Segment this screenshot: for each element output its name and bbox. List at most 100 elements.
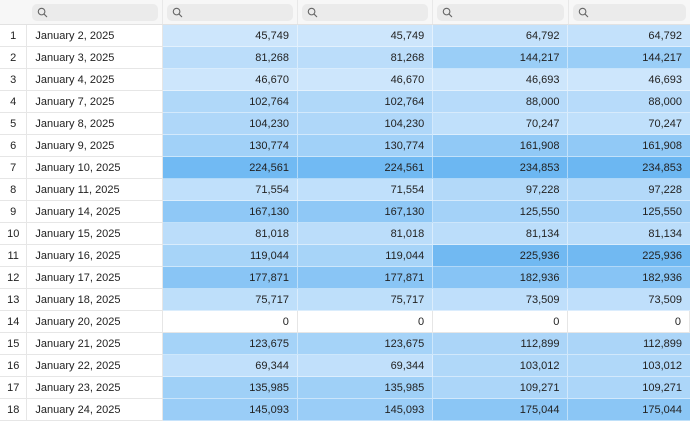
value-cell[interactable]: 81,268 <box>162 47 298 69</box>
table-row[interactable]: 4 January 7, 2025 102,764 102,764 88,000 88,0… <box>0 91 690 113</box>
value-cell[interactable]: 73,509 <box>568 289 690 311</box>
table-row[interactable]: 11 January 16, 2025 119,044 119,044 225,936 2… <box>0 245 690 267</box>
value-cell[interactable]: 103,012 <box>433 355 569 377</box>
value-cell[interactable]: 0 <box>568 311 690 333</box>
value-cell[interactable]: 224,561 <box>297 157 434 179</box>
value-cell[interactable]: 224,561 <box>162 157 298 179</box>
value-cell[interactable]: 130,774 <box>297 135 434 157</box>
table-row[interactable]: 13 January 18, 2025 75,717 75,717 73,509 73,5… <box>0 289 690 311</box>
value-cell[interactable]: 81,018 <box>162 223 298 245</box>
value-cell[interactable]: 123,675 <box>297 333 434 355</box>
value-cell[interactable]: 119,044 <box>162 245 298 267</box>
value-cell[interactable]: 46,670 <box>297 69 434 91</box>
date-cell[interactable]: January 18, 2025 <box>27 289 163 311</box>
table-row[interactable]: 14 January 20, 2025 0 0 0 0 <box>0 311 690 333</box>
table-row[interactable]: 3 January 4, 2025 46,670 46,670 46,693 46,693 <box>0 69 690 91</box>
table-row[interactable]: 1 January 2, 2025 45,749 45,749 64,792 64,792 <box>0 25 690 47</box>
value-cell[interactable]: 0 <box>433 311 569 333</box>
value-cell[interactable]: 145,093 <box>297 399 434 421</box>
table-row[interactable]: 16 January 22, 2025 69,344 69,344 103,012 103… <box>0 355 690 377</box>
value-cell[interactable]: 182,936 <box>568 267 690 289</box>
column-search-input[interactable] <box>302 3 429 21</box>
value-cell[interactable]: 73,509 <box>433 289 569 311</box>
value-cell[interactable]: 75,717 <box>162 289 298 311</box>
value-cell[interactable]: 46,693 <box>568 69 690 91</box>
column-search-input[interactable] <box>166 3 294 21</box>
value-cell[interactable]: 109,271 <box>568 377 690 399</box>
value-cell[interactable]: 130,774 <box>162 135 298 157</box>
value-cell[interactable]: 145,093 <box>162 399 298 421</box>
date-cell[interactable]: January 21, 2025 <box>27 333 163 355</box>
value-cell[interactable]: 97,228 <box>568 179 690 201</box>
value-cell[interactable]: 175,044 <box>433 399 569 421</box>
value-cell[interactable]: 104,230 <box>162 113 298 135</box>
value-cell[interactable]: 97,228 <box>433 179 569 201</box>
value-cell[interactable]: 225,936 <box>433 245 569 267</box>
date-cell[interactable]: January 22, 2025 <box>27 355 163 377</box>
date-cell[interactable]: January 11, 2025 <box>27 179 163 201</box>
date-cell[interactable]: January 9, 2025 <box>27 135 163 157</box>
value-cell[interactable]: 75,717 <box>297 289 434 311</box>
value-cell[interactable]: 102,764 <box>297 91 434 113</box>
table-row[interactable]: 2 January 3, 2025 81,268 81,268 144,217 144,2… <box>0 47 690 69</box>
value-cell[interactable]: 46,693 <box>433 69 569 91</box>
table-row[interactable]: 18 January 24, 2025 145,093 145,093 175,044 1… <box>0 399 690 421</box>
date-cell[interactable]: January 16, 2025 <box>27 245 163 267</box>
value-cell[interactable]: 69,344 <box>162 355 298 377</box>
value-cell[interactable]: 144,217 <box>433 47 569 69</box>
value-cell[interactable]: 182,936 <box>433 267 569 289</box>
value-cell[interactable]: 175,044 <box>568 399 690 421</box>
value-cell[interactable]: 112,899 <box>568 333 690 355</box>
date-cell[interactable]: January 14, 2025 <box>27 201 163 223</box>
value-cell[interactable]: 81,134 <box>433 223 569 245</box>
value-cell[interactable]: 112,899 <box>433 333 569 355</box>
date-cell[interactable]: January 10, 2025 <box>27 157 163 179</box>
table-row[interactable]: 6 January 9, 2025 130,774 130,774 161,908 161… <box>0 135 690 157</box>
date-cell[interactable]: January 8, 2025 <box>27 113 163 135</box>
value-cell[interactable]: 123,675 <box>162 333 298 355</box>
value-cell[interactable]: 88,000 <box>568 91 690 113</box>
value-cell[interactable]: 70,247 <box>568 113 690 135</box>
value-cell[interactable]: 45,749 <box>297 25 434 47</box>
table-row[interactable]: 12 January 17, 2025 177,871 177,871 182,936 1… <box>0 267 690 289</box>
value-cell[interactable]: 88,000 <box>433 91 569 113</box>
value-cell[interactable]: 234,853 <box>568 157 690 179</box>
date-cell[interactable]: January 2, 2025 <box>27 25 163 47</box>
value-cell[interactable]: 177,871 <box>297 267 434 289</box>
value-cell[interactable]: 81,018 <box>297 223 434 245</box>
value-cell[interactable]: 71,554 <box>162 179 298 201</box>
table-row[interactable]: 9 January 14, 2025 167,130 167,130 125,550 12… <box>0 201 690 223</box>
value-cell[interactable]: 177,871 <box>162 267 298 289</box>
value-cell[interactable]: 45,749 <box>162 25 298 47</box>
column-search-input[interactable] <box>31 3 158 21</box>
value-cell[interactable]: 0 <box>162 311 298 333</box>
value-cell[interactable]: 0 <box>297 311 434 333</box>
value-cell[interactable]: 167,130 <box>297 201 434 223</box>
value-cell[interactable]: 104,230 <box>297 113 434 135</box>
value-cell[interactable]: 71,554 <box>297 179 434 201</box>
value-cell[interactable]: 135,985 <box>297 377 434 399</box>
table-row[interactable]: 10 January 15, 2025 81,018 81,018 81,134 81,1… <box>0 223 690 245</box>
value-cell[interactable]: 103,012 <box>568 355 690 377</box>
value-cell[interactable]: 109,271 <box>433 377 569 399</box>
value-cell[interactable]: 125,550 <box>433 201 569 223</box>
value-cell[interactable]: 144,217 <box>568 47 690 69</box>
table-row[interactable]: 5 January 8, 2025 104,230 104,230 70,247 70,2… <box>0 113 690 135</box>
value-cell[interactable]: 70,247 <box>433 113 569 135</box>
value-cell[interactable]: 161,908 <box>568 135 690 157</box>
value-cell[interactable]: 102,764 <box>162 91 298 113</box>
value-cell[interactable]: 46,670 <box>162 69 298 91</box>
value-cell[interactable]: 81,134 <box>568 223 690 245</box>
value-cell[interactable]: 225,936 <box>568 245 690 267</box>
value-cell[interactable]: 64,792 <box>433 25 569 47</box>
value-cell[interactable]: 81,268 <box>297 47 434 69</box>
date-cell[interactable]: January 7, 2025 <box>27 91 163 113</box>
value-cell[interactable]: 119,044 <box>297 245 434 267</box>
value-cell[interactable]: 135,985 <box>162 377 298 399</box>
date-cell[interactable]: January 20, 2025 <box>27 311 163 333</box>
value-cell[interactable]: 125,550 <box>568 201 690 223</box>
table-row[interactable]: 17 January 23, 2025 135,985 135,985 109,271 1… <box>0 377 690 399</box>
column-search-input[interactable] <box>572 3 687 21</box>
date-cell[interactable]: January 24, 2025 <box>27 399 163 421</box>
value-cell[interactable]: 234,853 <box>433 157 569 179</box>
